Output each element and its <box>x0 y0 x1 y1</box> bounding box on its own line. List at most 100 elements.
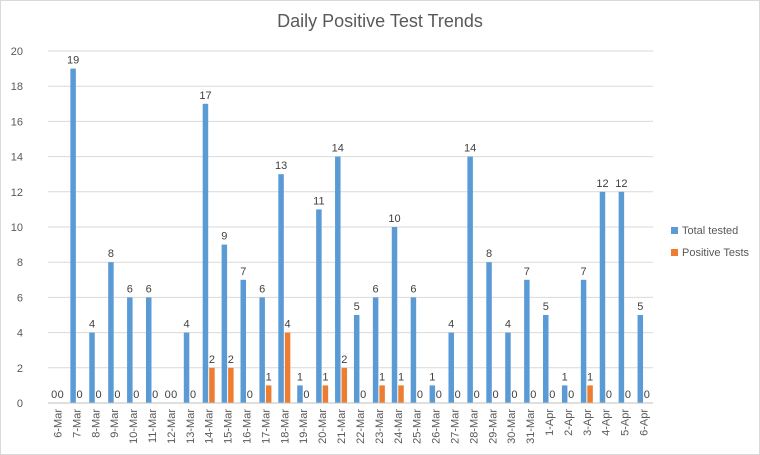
y-tick-label: 8 <box>17 257 23 269</box>
x-tick-label: 8-Mar <box>90 409 102 438</box>
data-label: 0 <box>417 389 423 401</box>
data-label: 6 <box>373 283 379 295</box>
x-tick-label: 10-Mar <box>128 409 140 444</box>
x-tick-label: 22-Mar <box>355 409 367 444</box>
data-label: 0 <box>511 389 517 401</box>
legend-label: Total tested <box>682 225 738 237</box>
x-tick-label: 2-Apr <box>563 409 575 436</box>
y-tick-label: 20 <box>11 46 23 58</box>
x-tick-label: 7-Mar <box>71 409 83 438</box>
data-label: 0 <box>568 389 574 401</box>
bar-total-tested <box>221 244 228 403</box>
data-label: 1 <box>429 371 435 383</box>
data-label: 4 <box>448 319 454 331</box>
data-label: 0 <box>360 389 366 401</box>
x-tick-label: 6-Apr <box>639 409 651 436</box>
bar-total-tested <box>70 68 76 403</box>
data-label: 1 <box>587 371 593 383</box>
y-tick-label: 18 <box>11 81 23 93</box>
legend-swatch <box>671 227 678 234</box>
data-label: 6 <box>259 283 265 295</box>
bar-total-tested <box>89 332 95 403</box>
data-label: 0 <box>436 389 442 401</box>
data-label: 2 <box>209 354 215 366</box>
bar-positive-tests <box>228 367 234 403</box>
legend-swatch <box>671 249 678 256</box>
x-axis-ticks: 6-Mar 7-Mar 8-Mar 9-Mar 10-Mar 11-Mar 12-Mar 13… <box>52 409 650 444</box>
data-label: 8 <box>108 248 114 260</box>
y-tick-label: 4 <box>17 328 23 340</box>
data-label: 0 <box>51 389 57 401</box>
data-label: 19 <box>67 55 79 67</box>
x-tick-label: 24-Mar <box>393 409 405 444</box>
x-tick-label: 25-Mar <box>412 409 424 444</box>
data-label: 1 <box>379 371 385 383</box>
data-label: 0 <box>549 389 555 401</box>
data-label: 1 <box>297 371 303 383</box>
data-label: 14 <box>464 143 476 155</box>
bar-total-tested <box>297 385 303 403</box>
x-tick-label: 5-Apr <box>620 409 632 436</box>
bar-total-tested <box>486 262 492 403</box>
chart-title: Daily Positive Test Trends <box>277 11 483 31</box>
data-label: 0 <box>152 389 158 401</box>
data-label: 0 <box>644 389 650 401</box>
bar-total-tested <box>467 156 473 403</box>
x-tick-label: 27-Mar <box>449 409 461 444</box>
data-label: 7 <box>240 266 246 278</box>
data-label: 1 <box>398 371 404 383</box>
x-tick-label: 11-Mar <box>147 409 159 443</box>
bar-total-tested <box>524 279 530 403</box>
data-label: 0 <box>625 389 631 401</box>
bar-total-tested <box>599 191 606 403</box>
bar-positive-tests <box>398 385 404 403</box>
x-tick-label: 28-Mar <box>468 409 480 444</box>
data-label: 0 <box>95 389 101 401</box>
x-tick-label: 21-Mar <box>336 409 348 444</box>
x-tick-label: 26-Mar <box>431 409 443 444</box>
bar-positive-tests <box>209 367 215 403</box>
bar-total-tested <box>316 209 322 403</box>
x-tick-label: 31-Mar <box>525 409 537 444</box>
x-tick-label: 4-Apr <box>601 409 613 436</box>
bar-positive-tests <box>322 385 329 403</box>
data-label: 0 <box>190 389 196 401</box>
data-label: 12 <box>596 178 608 190</box>
data-label: 2 <box>341 354 347 366</box>
bar-positive-tests <box>284 332 291 403</box>
data-label: 5 <box>354 301 360 313</box>
data-label: 7 <box>581 266 587 278</box>
data-label: 5 <box>637 301 643 313</box>
data-label: 1 <box>562 371 568 383</box>
data-label: 0 <box>474 389 480 401</box>
data-label: 6 <box>410 283 416 295</box>
data-label: 0 <box>247 389 253 401</box>
bar-positive-tests <box>341 367 348 403</box>
data-label: 6 <box>146 283 152 295</box>
data-label: 4 <box>505 319 511 331</box>
data-label: 11 <box>313 195 324 207</box>
data-label: 4 <box>89 319 95 331</box>
y-tick-label: 16 <box>11 116 23 128</box>
x-tick-label: 23-Mar <box>374 409 386 444</box>
bar-total-tested <box>202 103 209 404</box>
x-tick-label: 17-Mar <box>260 409 272 444</box>
data-label: 14 <box>332 143 344 155</box>
data-label: 9 <box>221 231 227 243</box>
data-label: 6 <box>127 283 133 295</box>
legend-label: Positive Tests <box>682 247 750 259</box>
bar-total-tested <box>127 297 133 403</box>
data-label: 0 <box>455 389 461 401</box>
data-label: 0 <box>492 389 498 401</box>
x-tick-label: 19-Mar <box>298 409 310 444</box>
x-tick-label: 13-Mar <box>185 409 197 444</box>
bar-total-tested <box>410 297 417 403</box>
bar-total-tested <box>618 191 625 403</box>
bar-total-tested <box>448 332 454 403</box>
y-tick-label: 2 <box>17 363 23 375</box>
x-tick-label: 30-Mar <box>506 409 518 444</box>
data-label: 4 <box>285 319 291 331</box>
data-label: 8 <box>486 248 492 260</box>
